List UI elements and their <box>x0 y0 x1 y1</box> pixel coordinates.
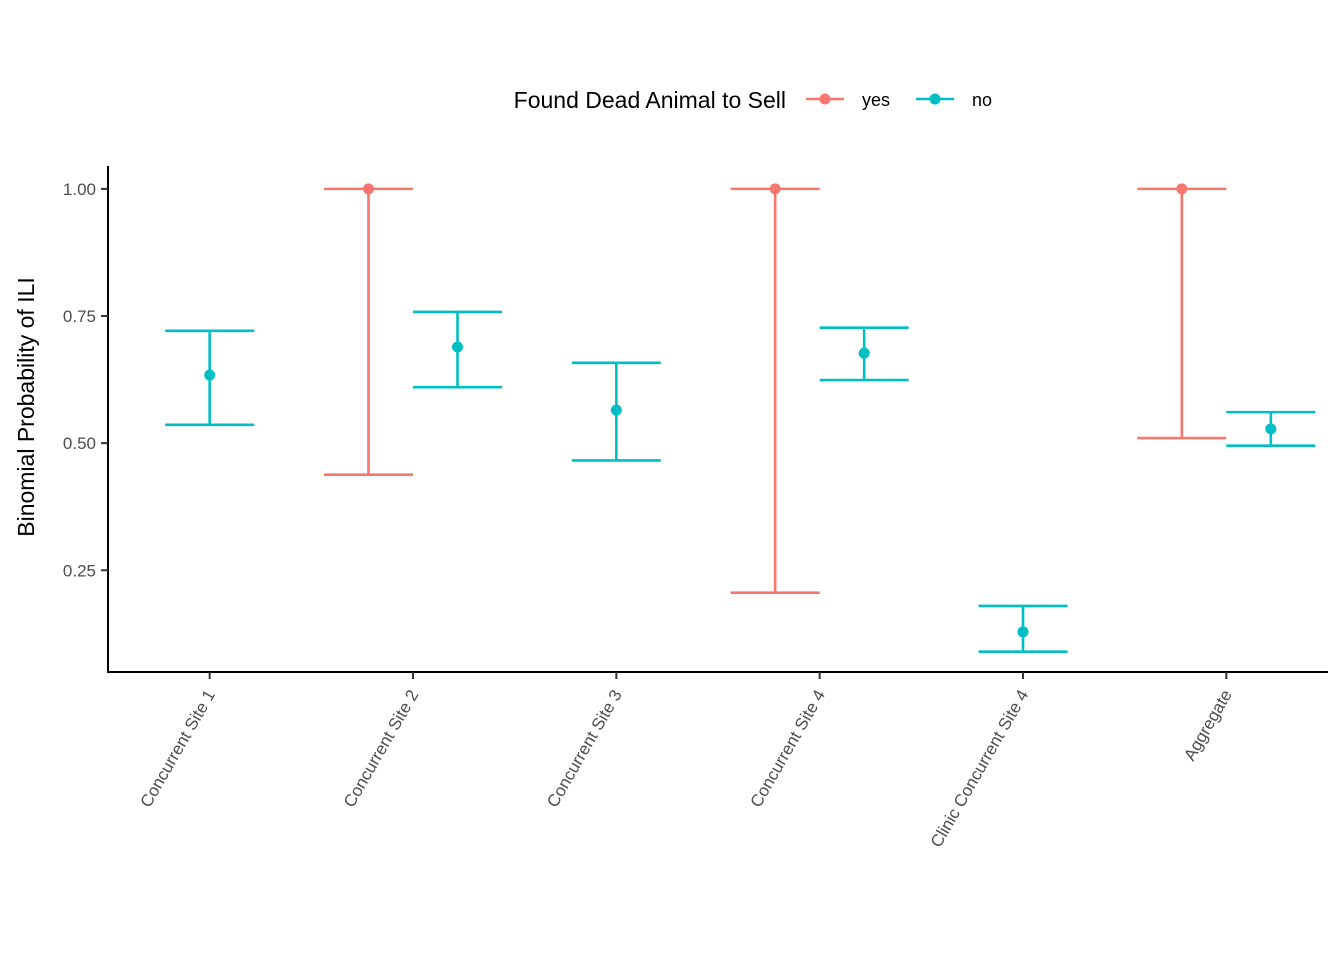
y-tick-label: 1.00 <box>63 180 96 199</box>
series-no <box>165 310 1316 653</box>
legend-items: yes no <box>806 90 992 110</box>
legend-label: no <box>972 90 992 110</box>
series-yes <box>324 183 1227 594</box>
legend: Found Dead Animal to Sell yes no <box>514 87 992 113</box>
legend-key-point <box>929 93 941 105</box>
legend-key-point <box>819 93 831 105</box>
y-tick-label: 0.75 <box>63 307 96 326</box>
legend-title: Found Dead Animal to Sell <box>514 87 786 113</box>
estimate-point <box>858 347 870 359</box>
y-tick-label: 0.50 <box>63 434 96 453</box>
x-tick-label: Concurrent Site 4 <box>747 687 830 811</box>
estimate-point <box>1265 423 1277 435</box>
estimate-point <box>769 183 781 195</box>
estimate-point <box>1017 626 1029 638</box>
estimate-point <box>610 404 622 416</box>
y-axis-title: Binomial Probability of ILI <box>13 277 39 537</box>
x-tick-label: Clinic Concurrent Site 4 <box>927 687 1033 851</box>
x-tick-label: Concurrent Site 1 <box>137 687 220 811</box>
estimate-point <box>452 341 463 353</box>
x-tick-label: Concurrent Site 2 <box>340 687 423 811</box>
legend-label: yes <box>862 90 890 110</box>
x-tick-label: Concurrent Site 3 <box>543 687 626 811</box>
axes: 1.00 0.75 0.50 0.25 Concurrent Site 1 Concurr… <box>63 166 1328 851</box>
y-tick-label: 0.25 <box>63 561 96 580</box>
legend-item-yes: yes <box>806 90 890 110</box>
plot-area <box>165 183 1316 653</box>
estimate-point <box>204 369 216 381</box>
legend-item-no: no <box>916 90 992 110</box>
x-tick-label: Aggregate <box>1180 687 1236 764</box>
estimate-point <box>1176 183 1188 195</box>
estimate-point <box>363 183 374 195</box>
